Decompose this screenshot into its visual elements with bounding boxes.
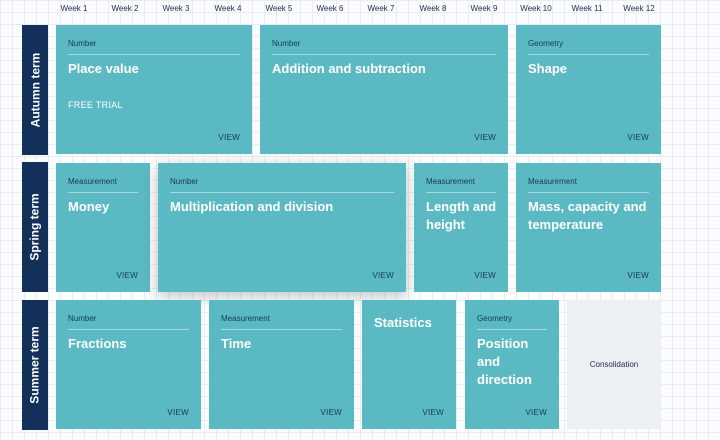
block-category: Measurement <box>528 177 649 193</box>
block-category: Measurement <box>426 177 496 193</box>
week-10-label: Week 10 <box>520 4 552 13</box>
block-card-length-height[interactable]: Measurement Length and height VIEW <box>414 163 508 292</box>
block-category: Geometry <box>477 314 547 330</box>
block-card-statistics[interactable]: Statistics VIEW <box>362 300 456 429</box>
week-5-label: Week 5 <box>265 4 293 13</box>
block-category: Geometry <box>528 39 649 55</box>
block-title: Statistics <box>374 315 432 330</box>
week-2-label: Week 2 <box>111 4 139 13</box>
week-3-label: Week 3 <box>162 4 190 13</box>
week-8-label: Week 8 <box>419 4 447 13</box>
week-4-label: Week 4 <box>214 4 242 13</box>
block-category: Number <box>68 39 240 55</box>
week-6-label: Week 6 <box>316 4 344 13</box>
block-title: Position and direction <box>477 336 532 387</box>
block-card-shape[interactable]: Geometry Shape VIEW <box>516 25 661 154</box>
week-7-label: Week 7 <box>367 4 395 13</box>
block-title: Shape <box>528 61 568 76</box>
block-title: Money <box>68 199 110 214</box>
free-trial-badge: FREE TRIAL <box>68 100 123 110</box>
week-12-label: Week 12 <box>623 4 655 13</box>
term-label-spring: Spring term <box>22 162 48 292</box>
block-card-place-value[interactable]: Number Place value FREE TRIAL VIEW <box>56 25 252 154</box>
block-category: Number <box>170 177 394 193</box>
week-9-label: Week 9 <box>470 4 498 13</box>
block-category: Measurement <box>221 314 342 330</box>
block-title: Fractions <box>68 336 127 351</box>
view-link[interactable]: VIEW <box>116 271 138 280</box>
view-link[interactable]: VIEW <box>474 133 496 142</box>
view-link[interactable]: VIEW <box>525 408 547 417</box>
block-card-multiplication-division[interactable]: Number Multiplication and division VIEW <box>158 163 406 292</box>
term-label-autumn: Autumn term <box>22 25 48 155</box>
view-link[interactable]: VIEW <box>167 408 189 417</box>
block-title: Time <box>221 336 252 351</box>
block-card-fractions[interactable]: Number Fractions VIEW <box>56 300 201 429</box>
block-title: Place value <box>68 61 139 76</box>
block-category: Number <box>272 39 496 55</box>
block-card-mass-capacity-temperature[interactable]: Measurement Mass, capacity and temperatu… <box>516 163 661 292</box>
term-label-summer-text: Summer term <box>28 326 42 404</box>
block-title: Length and height <box>426 199 497 232</box>
view-link[interactable]: VIEW <box>372 271 394 280</box>
block-card-time[interactable]: Measurement Time VIEW <box>209 300 354 429</box>
block-card-position-direction[interactable]: Geometry Position and direction VIEW <box>465 300 559 429</box>
term-label-spring-text: Spring term <box>28 193 42 261</box>
term-label-autumn-text: Autumn term <box>28 52 43 128</box>
week-1-label: Week 1 <box>60 4 88 13</box>
consolidation-block: Consolidation <box>567 300 661 429</box>
block-category: Number <box>68 314 189 330</box>
block-category: Measurement <box>68 177 138 193</box>
week-11-label: Week 11 <box>571 4 603 13</box>
view-link[interactable]: VIEW <box>218 133 240 142</box>
view-link[interactable]: VIEW <box>474 271 496 280</box>
block-card-addition-subtraction[interactable]: Number Addition and subtraction VIEW <box>260 25 508 154</box>
view-link[interactable]: VIEW <box>627 133 649 142</box>
view-link[interactable]: VIEW <box>320 408 342 417</box>
view-link[interactable]: VIEW <box>627 271 649 280</box>
block-card-money[interactable]: Measurement Money VIEW <box>56 163 150 292</box>
term-label-summer: Summer term <box>22 300 48 430</box>
block-title: Multiplication and division <box>170 199 334 214</box>
view-link[interactable]: VIEW <box>422 408 444 417</box>
block-title: Mass, capacity and temperature <box>528 199 647 232</box>
block-title: Addition and subtraction <box>272 61 426 76</box>
consolidation-label: Consolidation <box>589 360 639 369</box>
